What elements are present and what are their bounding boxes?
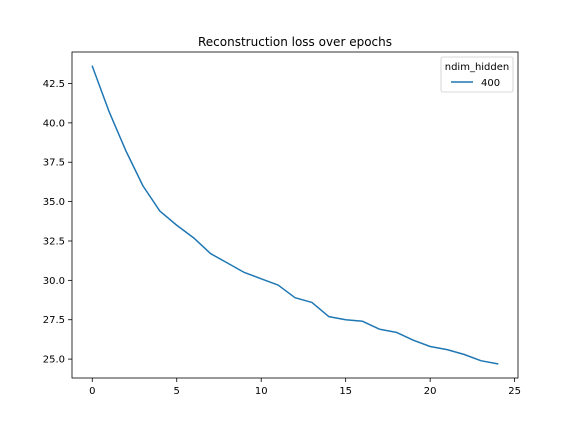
y-tick-label: 35.0 — [43, 197, 65, 208]
x-tick-label: 5 — [174, 386, 180, 397]
y-tick-label: 42.5 — [43, 79, 65, 90]
y-tick-label: 30.0 — [43, 276, 65, 287]
series-line-400 — [91, 65, 499, 365]
x-tick-label: 20 — [424, 386, 437, 397]
x-tick-label: 15 — [339, 386, 352, 397]
y-tick-label: 27.5 — [43, 315, 65, 326]
legend: ndim_hidden 400 — [440, 56, 514, 93]
y-tick-label: 37.5 — [43, 158, 65, 169]
x-axis: 0 5 10 15 20 25 — [89, 378, 521, 397]
x-tick-label: 25 — [508, 386, 521, 397]
x-tick-label: 0 — [89, 386, 95, 397]
y-tick-label: 32.5 — [43, 236, 65, 247]
chart-title: Reconstruction loss over epochs — [198, 35, 392, 49]
y-axis: 25.0 27.5 30.0 32.5 35.0 37.5 40.0 42.5 — [43, 79, 72, 366]
legend-box — [440, 56, 514, 93]
y-tick-label: 40.0 — [43, 118, 65, 129]
legend-title: ndim_hidden — [445, 62, 510, 73]
plot-frame — [71, 51, 519, 379]
legend-label-400: 400 — [481, 78, 500, 89]
plot-area — [91, 65, 499, 365]
y-tick-label: 25.0 — [43, 355, 65, 366]
x-tick-label: 10 — [255, 386, 268, 397]
